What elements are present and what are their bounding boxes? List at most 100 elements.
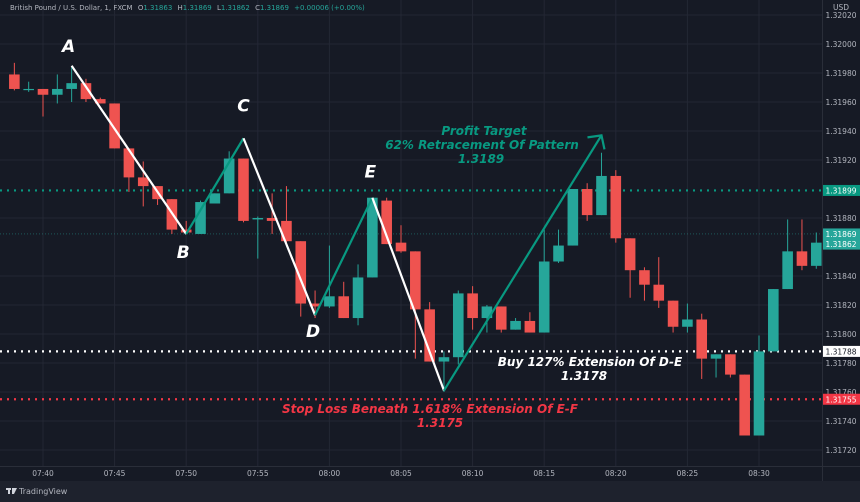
candle-body <box>768 289 779 352</box>
tradingview-logo-icon <box>6 488 17 494</box>
candle-body <box>80 83 92 100</box>
candle <box>452 290 464 365</box>
price-tick-label: 1.31920 <box>825 156 856 165</box>
candle-body <box>9 74 20 89</box>
candle <box>9 62 20 91</box>
entry-annotation: Buy 127% Extension Of D-E 1.3178 <box>498 355 683 383</box>
target-price-tag <box>823 184 860 196</box>
candle <box>410 251 421 359</box>
price-tick-label: 1.31960 <box>825 98 856 107</box>
abcde-pattern: A B C D E <box>60 37 606 392</box>
candle-body <box>753 351 765 436</box>
symbol-legend[interactable]: British Pound / U.S. Dollar, 1, FXCM O1.… <box>10 4 365 12</box>
candle-body <box>524 320 536 333</box>
tradingview-logo-text: TradingView <box>18 487 68 496</box>
pattern-leg-A-B <box>70 65 188 235</box>
candle <box>538 229 550 333</box>
candle <box>281 186 292 243</box>
candle <box>639 267 650 301</box>
candle <box>195 200 206 234</box>
tradingview-logo[interactable]: TradingView <box>6 487 68 496</box>
target-text-line1: Profit Target <box>441 124 527 138</box>
candle <box>610 170 622 243</box>
close-value: 1.31869 <box>260 4 289 12</box>
open-label: O <box>138 4 144 12</box>
candle <box>80 78 92 102</box>
time-tick-label: 08:10 <box>462 469 484 478</box>
candle-body <box>667 300 679 327</box>
price-axis-ticks: 1.32020 1.32000 1.31980 1.31960 1.31940 1.319… <box>825 11 856 455</box>
candle-body <box>338 296 350 319</box>
candles <box>9 62 822 436</box>
candle-body <box>710 354 722 359</box>
candle <box>395 225 407 253</box>
candle <box>739 374 750 436</box>
entry-text-line2: 1.3178 <box>561 369 607 383</box>
candle <box>209 193 221 204</box>
candle-body <box>223 158 235 194</box>
candle-body <box>796 251 808 266</box>
candle <box>495 306 507 333</box>
candle <box>66 67 77 102</box>
price-tick-label: 1.31740 <box>825 417 856 426</box>
time-axis[interactable] <box>0 466 822 481</box>
candle <box>710 354 722 378</box>
candle-body <box>109 103 120 149</box>
pattern-point-A: A <box>60 37 75 57</box>
time-tick-label: 07:55 <box>247 469 269 478</box>
candle-body <box>395 242 407 252</box>
bottom-bar <box>0 481 860 502</box>
candle-body <box>610 175 622 239</box>
price-tick-label: 1.32020 <box>825 11 856 20</box>
candle <box>782 219 793 290</box>
candle-body <box>481 306 493 319</box>
time-tick-label: 08:00 <box>319 469 341 478</box>
candle <box>653 257 665 308</box>
candle <box>123 148 135 192</box>
candle <box>324 245 335 308</box>
candle-body <box>381 200 392 245</box>
target-text-line2: 62% Retracement Of Pattern <box>385 138 579 152</box>
candle <box>510 318 521 330</box>
stop-text-line2: 1.3175 <box>417 416 463 430</box>
candle-body <box>410 251 421 310</box>
candle <box>223 151 235 194</box>
prev-close-price-tag-label: 1.31862 <box>825 240 856 249</box>
candle-body <box>266 218 278 221</box>
arrow-head-icon <box>587 134 606 150</box>
candle-body <box>295 241 307 304</box>
candle <box>624 238 636 298</box>
candle-body <box>653 284 665 301</box>
candle-body <box>238 158 249 221</box>
candle-body <box>467 293 478 319</box>
candle-body <box>739 374 750 436</box>
candle <box>768 289 779 352</box>
candle-body <box>37 88 49 95</box>
time-tick-label: 08:20 <box>605 469 627 478</box>
prev-close-price-tag <box>823 238 860 250</box>
entry-price-tag <box>823 345 860 357</box>
candle <box>553 229 564 263</box>
candle <box>367 197 378 278</box>
candle <box>725 354 736 378</box>
time-tick-label: 08:05 <box>390 469 412 478</box>
entry-text-line1: Buy 127% Extension Of D-E <box>498 355 683 369</box>
candle-body <box>281 220 292 242</box>
time-tick-label: 08:30 <box>748 469 770 478</box>
candle <box>481 305 493 333</box>
price-tick-label: 1.31980 <box>825 69 856 78</box>
close-label: C <box>255 4 260 12</box>
candle-body <box>352 277 364 319</box>
entry-price-tag-label: 1.31788 <box>825 347 856 356</box>
candle-body <box>452 293 464 358</box>
candle-body <box>309 303 321 307</box>
pattern-point-B: B <box>177 243 190 263</box>
candle-body <box>510 320 521 330</box>
pattern-point-D: D <box>306 322 320 342</box>
candle-body <box>123 148 135 178</box>
candle-body <box>624 238 636 271</box>
